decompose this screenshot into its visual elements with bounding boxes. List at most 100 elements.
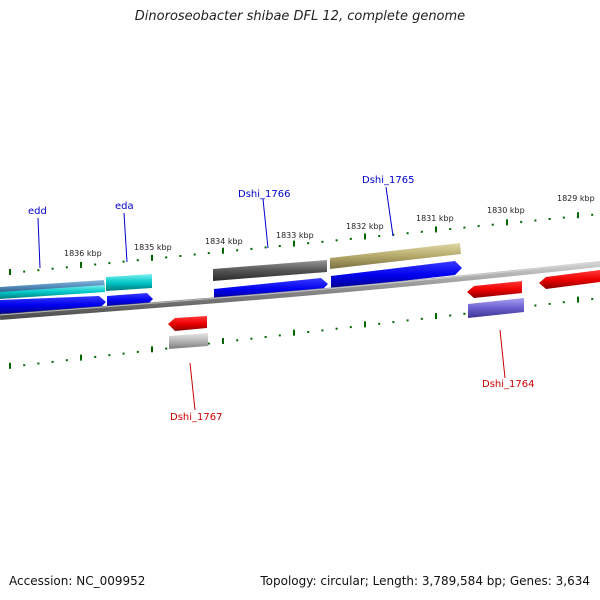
outer-minor-tick [179,255,182,257]
cds-arrow-next-reverse[interactable] [539,270,600,289]
outer-minor-tick [349,237,352,240]
cog-bar-eda [106,274,152,291]
outer-minor-tick [264,246,267,249]
reverse-cog-row [169,298,524,349]
scale-label-1832: 1832 kbp [346,222,384,231]
inner-minor-tick [349,326,352,329]
outer-minor-tick [122,260,125,263]
scale-label-1831: 1831 kbp [416,214,454,223]
inner-major-tick [222,338,224,344]
outer-major-tick [151,254,153,261]
genome-stats-text: Topology: circular; Length: 3,789,584 bp… [260,574,590,588]
outer-minor-tick [520,220,523,223]
outer-minor-tick [37,269,40,272]
inner-minor-tick [250,337,253,340]
gene-label-dshi1767: Dshi_1767 [170,412,222,423]
outer-minor-tick [321,240,324,243]
scale-labels: 1836 kbp 1835 kbp 1834 kbp 1833 kbp 1832… [64,194,595,258]
outer-minor-tick [236,249,239,252]
inner-minor-tick [406,319,409,322]
outer-minor-tick [250,247,253,250]
outer-minor-tick [207,252,210,255]
scale-label-1836: 1836 kbp [64,249,102,258]
inner-minor-tick [37,362,40,365]
outer-minor-tick [392,233,395,236]
inner-minor-tick [449,314,452,317]
outer-minor-tick [193,253,196,256]
outer-minor-tick [449,228,452,230]
inner-minor-tick [23,364,26,367]
inner-major-tick [151,346,153,353]
inner-major-tick [80,354,82,361]
outer-major-tick [293,240,295,247]
outer-minor-tick [108,262,111,265]
outer-major-tick [577,212,579,219]
scale-label-1829: 1829 kbp [557,194,595,203]
outer-major-tick [364,233,366,240]
inner-minor-tick [307,331,310,333]
inner-minor-tick [236,339,239,342]
outer-major-tick [9,269,11,275]
outer-minor-tick [94,263,97,266]
inner-minor-tick [548,302,551,305]
inner-minor-tick [335,327,338,330]
inner-minor-tick [264,336,267,338]
outer-minor-tick [562,216,565,219]
scale-label-1834: 1834 kbp [205,237,243,246]
accession-text: Accession: NC_009952 [9,574,146,588]
outer-minor-tick [335,239,338,242]
inner-major-tick [577,296,579,303]
gene-labels: edd eda Dshi_1766 Dshi_1765 Dshi_1767 Ds… [28,175,534,423]
cog-bar-dshi1764 [468,298,524,318]
inner-minor-tick [420,317,423,320]
cog-bar-edd-cyan [0,285,105,299]
inner-minor-tick [562,301,565,304]
gene-label-dshi1764: Dshi_1764 [482,379,534,390]
outer-minor-tick [420,230,423,233]
cds-arrow-dshi1765[interactable] [331,261,462,289]
outer-minor-tick [406,232,409,235]
outer-minor-tick [463,226,466,229]
inner-minor-tick [51,360,54,363]
inner-minor-tick [463,312,466,315]
gene-label-eda: eda [115,201,134,212]
inner-major-tick [364,321,366,328]
gene-label-dshi1765: Dshi_1765 [362,175,414,186]
inner-minor-tick [534,304,537,307]
outer-minor-tick [491,223,494,226]
inner-major-tick [9,362,11,369]
outer-major-tick [506,219,508,226]
outer-minor-tick [307,242,310,245]
cds-arrow-dshi1764[interactable] [467,281,522,298]
inner-minor-tick [136,350,139,353]
inner-minor-tick [165,347,168,350]
outer-minor-tick [23,270,26,273]
outer-major-tick [222,247,224,254]
outer-minor-tick [591,213,594,216]
inner-scale-ticks [9,296,594,369]
outer-major-tick [80,261,82,268]
scale-label-1830: 1830 kbp [487,206,525,215]
outer-minor-tick [548,218,551,220]
scale-label-1835: 1835 kbp [134,243,172,252]
inner-minor-tick [122,352,125,355]
outer-minor-tick [378,235,381,238]
outer-minor-tick [477,225,480,228]
genome-backbone [0,261,600,320]
inner-minor-tick [378,322,381,325]
inner-minor-tick [94,355,97,358]
inner-minor-tick [65,359,68,362]
inner-major-tick [293,329,295,336]
cds-arrow-dshi1767[interactable] [168,316,207,331]
outer-minor-tick [165,256,168,259]
scale-label-1833: 1833 kbp [276,231,314,240]
inner-minor-tick [108,354,111,357]
outer-scale-ticks [9,212,594,275]
map-title: Dinoroseobacter shibae DFL 12, complete … [134,9,466,24]
cog-bar-dshi1765 [330,243,461,269]
outer-minor-tick [51,267,54,270]
inner-minor-tick [321,329,324,332]
cog-bar-dshi1767 [169,333,208,349]
reverse-cds-row [168,270,600,331]
